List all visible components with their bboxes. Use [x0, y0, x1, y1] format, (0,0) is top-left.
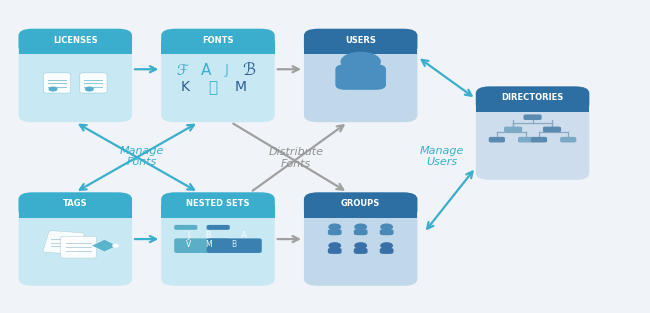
FancyBboxPatch shape — [161, 192, 275, 286]
Circle shape — [329, 224, 341, 230]
Bar — [161, 41, 275, 54]
FancyBboxPatch shape — [207, 239, 262, 253]
Ellipse shape — [86, 87, 93, 91]
FancyBboxPatch shape — [504, 126, 522, 132]
Text: B: B — [231, 240, 237, 249]
Text: M: M — [235, 80, 247, 94]
FancyBboxPatch shape — [60, 236, 96, 258]
Text: A: A — [241, 231, 247, 240]
Text: USERS: USERS — [345, 36, 376, 44]
Text: J: J — [224, 63, 228, 77]
FancyBboxPatch shape — [354, 248, 367, 254]
Text: 𝒱: 𝒱 — [208, 80, 217, 95]
FancyBboxPatch shape — [19, 192, 132, 218]
Text: A: A — [201, 63, 211, 78]
Text: M: M — [205, 240, 211, 249]
Bar — [476, 99, 590, 112]
FancyBboxPatch shape — [207, 225, 230, 230]
Text: Manage
Users: Manage Users — [419, 146, 464, 167]
Text: ℬ: ℬ — [242, 61, 255, 79]
FancyBboxPatch shape — [489, 137, 505, 142]
FancyBboxPatch shape — [304, 29, 417, 54]
FancyBboxPatch shape — [380, 248, 393, 254]
Text: V: V — [186, 240, 191, 249]
Bar — [19, 41, 132, 54]
FancyBboxPatch shape — [476, 86, 590, 180]
FancyBboxPatch shape — [518, 137, 534, 142]
FancyBboxPatch shape — [174, 225, 198, 230]
Bar — [304, 41, 417, 54]
FancyBboxPatch shape — [44, 73, 71, 93]
FancyBboxPatch shape — [335, 64, 386, 90]
Text: Distribute
Fonts: Distribute Fonts — [268, 147, 323, 169]
Circle shape — [355, 243, 367, 248]
Text: GROUPS: GROUPS — [341, 199, 380, 208]
FancyBboxPatch shape — [19, 192, 132, 286]
Circle shape — [113, 244, 118, 247]
FancyBboxPatch shape — [161, 29, 275, 122]
FancyBboxPatch shape — [543, 126, 561, 132]
FancyBboxPatch shape — [19, 29, 132, 122]
Text: ℱ: ℱ — [176, 63, 188, 78]
FancyBboxPatch shape — [328, 248, 342, 254]
FancyBboxPatch shape — [19, 29, 132, 54]
Text: K: K — [181, 80, 190, 94]
Text: LICENSES: LICENSES — [53, 36, 98, 44]
FancyBboxPatch shape — [328, 229, 342, 235]
FancyBboxPatch shape — [304, 192, 417, 218]
FancyBboxPatch shape — [43, 231, 84, 254]
Circle shape — [381, 224, 393, 230]
Text: NESTED SETS: NESTED SETS — [187, 199, 250, 208]
FancyBboxPatch shape — [161, 192, 275, 218]
FancyBboxPatch shape — [354, 229, 367, 235]
FancyBboxPatch shape — [380, 229, 393, 235]
FancyBboxPatch shape — [80, 73, 107, 93]
Text: Manage
Fonts: Manage Fonts — [120, 146, 164, 167]
FancyBboxPatch shape — [560, 137, 577, 142]
Ellipse shape — [49, 87, 57, 91]
FancyBboxPatch shape — [523, 115, 541, 120]
Bar — [304, 205, 417, 218]
Polygon shape — [92, 239, 118, 252]
Bar — [161, 205, 275, 218]
Text: TAGS: TAGS — [63, 199, 88, 208]
Bar — [19, 205, 132, 218]
FancyBboxPatch shape — [174, 239, 229, 253]
Text: B: B — [205, 231, 211, 240]
FancyBboxPatch shape — [304, 29, 417, 122]
FancyBboxPatch shape — [161, 29, 275, 54]
Circle shape — [381, 243, 393, 248]
Circle shape — [329, 243, 341, 248]
Text: DIRECTORIES: DIRECTORIES — [501, 93, 564, 102]
Circle shape — [355, 224, 367, 230]
Text: ℱ: ℱ — [222, 231, 229, 240]
FancyBboxPatch shape — [531, 137, 547, 142]
FancyBboxPatch shape — [476, 86, 590, 112]
Text: J: J — [188, 231, 190, 240]
FancyBboxPatch shape — [304, 192, 417, 286]
Text: FONTS: FONTS — [202, 36, 234, 44]
Circle shape — [341, 52, 380, 71]
